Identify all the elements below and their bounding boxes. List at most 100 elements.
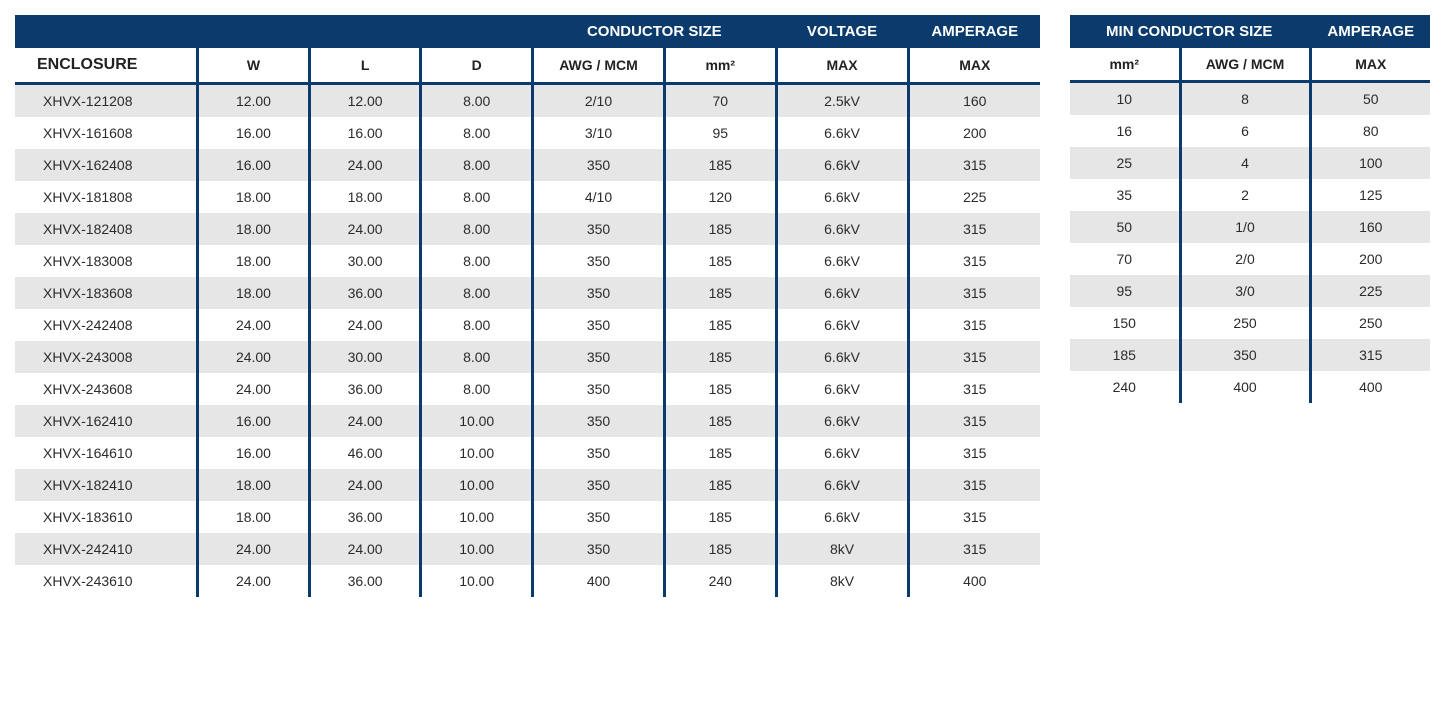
table-row: XHVX-12120812.0012.008.002/10702.5kV160 [15, 84, 1040, 118]
awg-cell: 350 [533, 501, 665, 533]
awg-cell: 350 [533, 341, 665, 373]
voltage-cell: 6.6kV [776, 309, 908, 341]
w-cell: 18.00 [198, 245, 310, 277]
amperage-cell: 315 [908, 437, 1040, 469]
w-cell: 18.00 [198, 501, 310, 533]
side-awg-cell: 4 [1180, 147, 1310, 179]
voltage-max-col-header: MAX [776, 48, 908, 84]
voltage-cell: 6.6kV [776, 117, 908, 149]
enclosure-cell: XHVX-183608 [15, 277, 198, 309]
d-cell: 8.00 [421, 277, 533, 309]
w-cell: 16.00 [198, 149, 310, 181]
awg-cell: 350 [533, 469, 665, 501]
table-row: 240400400 [1070, 371, 1430, 403]
side-mm2-cell: 16 [1070, 115, 1180, 147]
table-row: XHVX-24361024.0036.0010.004002408kV400 [15, 565, 1040, 597]
l-cell: 18.00 [309, 181, 421, 213]
voltage-cell: 2.5kV [776, 84, 908, 118]
table-row: 150250250 [1070, 307, 1430, 339]
w-cell: 16.00 [198, 405, 310, 437]
mm2-cell: 185 [664, 405, 776, 437]
voltage-cell: 6.6kV [776, 181, 908, 213]
mm2-cell: 185 [664, 277, 776, 309]
mm2-cell: 185 [664, 437, 776, 469]
awg-cell: 350 [533, 373, 665, 405]
w-cell: 24.00 [198, 533, 310, 565]
amperage-cell: 315 [908, 245, 1040, 277]
d-cell: 10.00 [421, 501, 533, 533]
d-cell: 8.00 [421, 309, 533, 341]
side-awg-cell: 1/0 [1180, 211, 1310, 243]
l-cell: 36.00 [309, 277, 421, 309]
amperage-cell: 315 [908, 213, 1040, 245]
l-cell: 24.00 [309, 309, 421, 341]
enclosure-cell: XHVX-161608 [15, 117, 198, 149]
enclosure-cell: XHVX-121208 [15, 84, 198, 118]
side-awg-cell: 2 [1180, 179, 1310, 211]
side-awg-cell: 400 [1180, 371, 1310, 403]
mm2-cell: 185 [664, 341, 776, 373]
side-amperage-header: AMPERAGE [1310, 15, 1430, 48]
enclosure-cell: XHVX-243608 [15, 373, 198, 405]
voltage-cell: 6.6kV [776, 501, 908, 533]
amperage-cell: 225 [908, 181, 1040, 213]
mm2-cell: 185 [664, 149, 776, 181]
amperage-max-col-header: MAX [908, 48, 1040, 84]
d-col-header: D [421, 48, 533, 84]
awg-cell: 350 [533, 405, 665, 437]
enclosure-spec-table: CONDUCTOR SIZE VOLTAGE AMPERAGE ENCLOSUR… [15, 15, 1040, 597]
side-awg-cell: 350 [1180, 339, 1310, 371]
min-conductor-size-header: MIN CONDUCTOR SIZE [1070, 15, 1310, 48]
side-amperage-cell: 400 [1310, 371, 1430, 403]
l-cell: 24.00 [309, 149, 421, 181]
awg-cell: 350 [533, 149, 665, 181]
mm2-cell: 185 [664, 533, 776, 565]
w-cell: 16.00 [198, 117, 310, 149]
mm2-cell: 185 [664, 245, 776, 277]
voltage-cell: 6.6kV [776, 245, 908, 277]
d-cell: 10.00 [421, 565, 533, 597]
enclosure-cell: XHVX-242410 [15, 533, 198, 565]
l-col-header: L [309, 48, 421, 84]
w-cell: 24.00 [198, 565, 310, 597]
l-cell: 36.00 [309, 565, 421, 597]
voltage-cell: 6.6kV [776, 469, 908, 501]
table-row: 953/0225 [1070, 275, 1430, 307]
d-cell: 8.00 [421, 181, 533, 213]
side-awg-cell: 2/0 [1180, 243, 1310, 275]
enclosure-cell: XHVX-243008 [15, 341, 198, 373]
table-row: XHVX-16240816.0024.008.003501856.6kV315 [15, 149, 1040, 181]
d-cell: 10.00 [421, 405, 533, 437]
awg-cell: 2/10 [533, 84, 665, 118]
l-cell: 36.00 [309, 373, 421, 405]
awg-cell: 350 [533, 533, 665, 565]
l-cell: 16.00 [309, 117, 421, 149]
voltage-cell: 6.6kV [776, 213, 908, 245]
side-sub-header-row: mm² AWG / MCM MAX [1070, 48, 1430, 82]
d-cell: 10.00 [421, 469, 533, 501]
mm2-cell: 70 [664, 84, 776, 118]
w-cell: 24.00 [198, 373, 310, 405]
table-row: XHVX-18360818.0036.008.003501856.6kV315 [15, 277, 1040, 309]
enclosure-col-header: ENCLOSURE [15, 48, 198, 84]
d-cell: 8.00 [421, 84, 533, 118]
table-row: XHVX-24241024.0024.0010.003501858kV315 [15, 533, 1040, 565]
voltage-cell: 6.6kV [776, 149, 908, 181]
amperage-cell: 315 [908, 309, 1040, 341]
side-mm2-cell: 185 [1070, 339, 1180, 371]
table-row: XHVX-18300818.0030.008.003501856.6kV315 [15, 245, 1040, 277]
side-top-header-row: MIN CONDUCTOR SIZE AMPERAGE [1070, 15, 1430, 48]
amperage-cell: 315 [908, 277, 1040, 309]
enclosure-cell: XHVX-164610 [15, 437, 198, 469]
enclosure-cell: XHVX-183008 [15, 245, 198, 277]
voltage-cell: 6.6kV [776, 373, 908, 405]
enclosure-cell: XHVX-243610 [15, 565, 198, 597]
table-row: XHVX-16461016.0046.0010.003501856.6kV315 [15, 437, 1040, 469]
min-conductor-table: MIN CONDUCTOR SIZE AMPERAGE mm² AWG / MC… [1070, 15, 1430, 403]
side-awg-mcm-col-header: AWG / MCM [1180, 48, 1310, 82]
awg-cell: 350 [533, 277, 665, 309]
voltage-cell: 6.6kV [776, 341, 908, 373]
side-amperage-cell: 80 [1310, 115, 1430, 147]
l-cell: 36.00 [309, 501, 421, 533]
mm2-cell: 185 [664, 469, 776, 501]
